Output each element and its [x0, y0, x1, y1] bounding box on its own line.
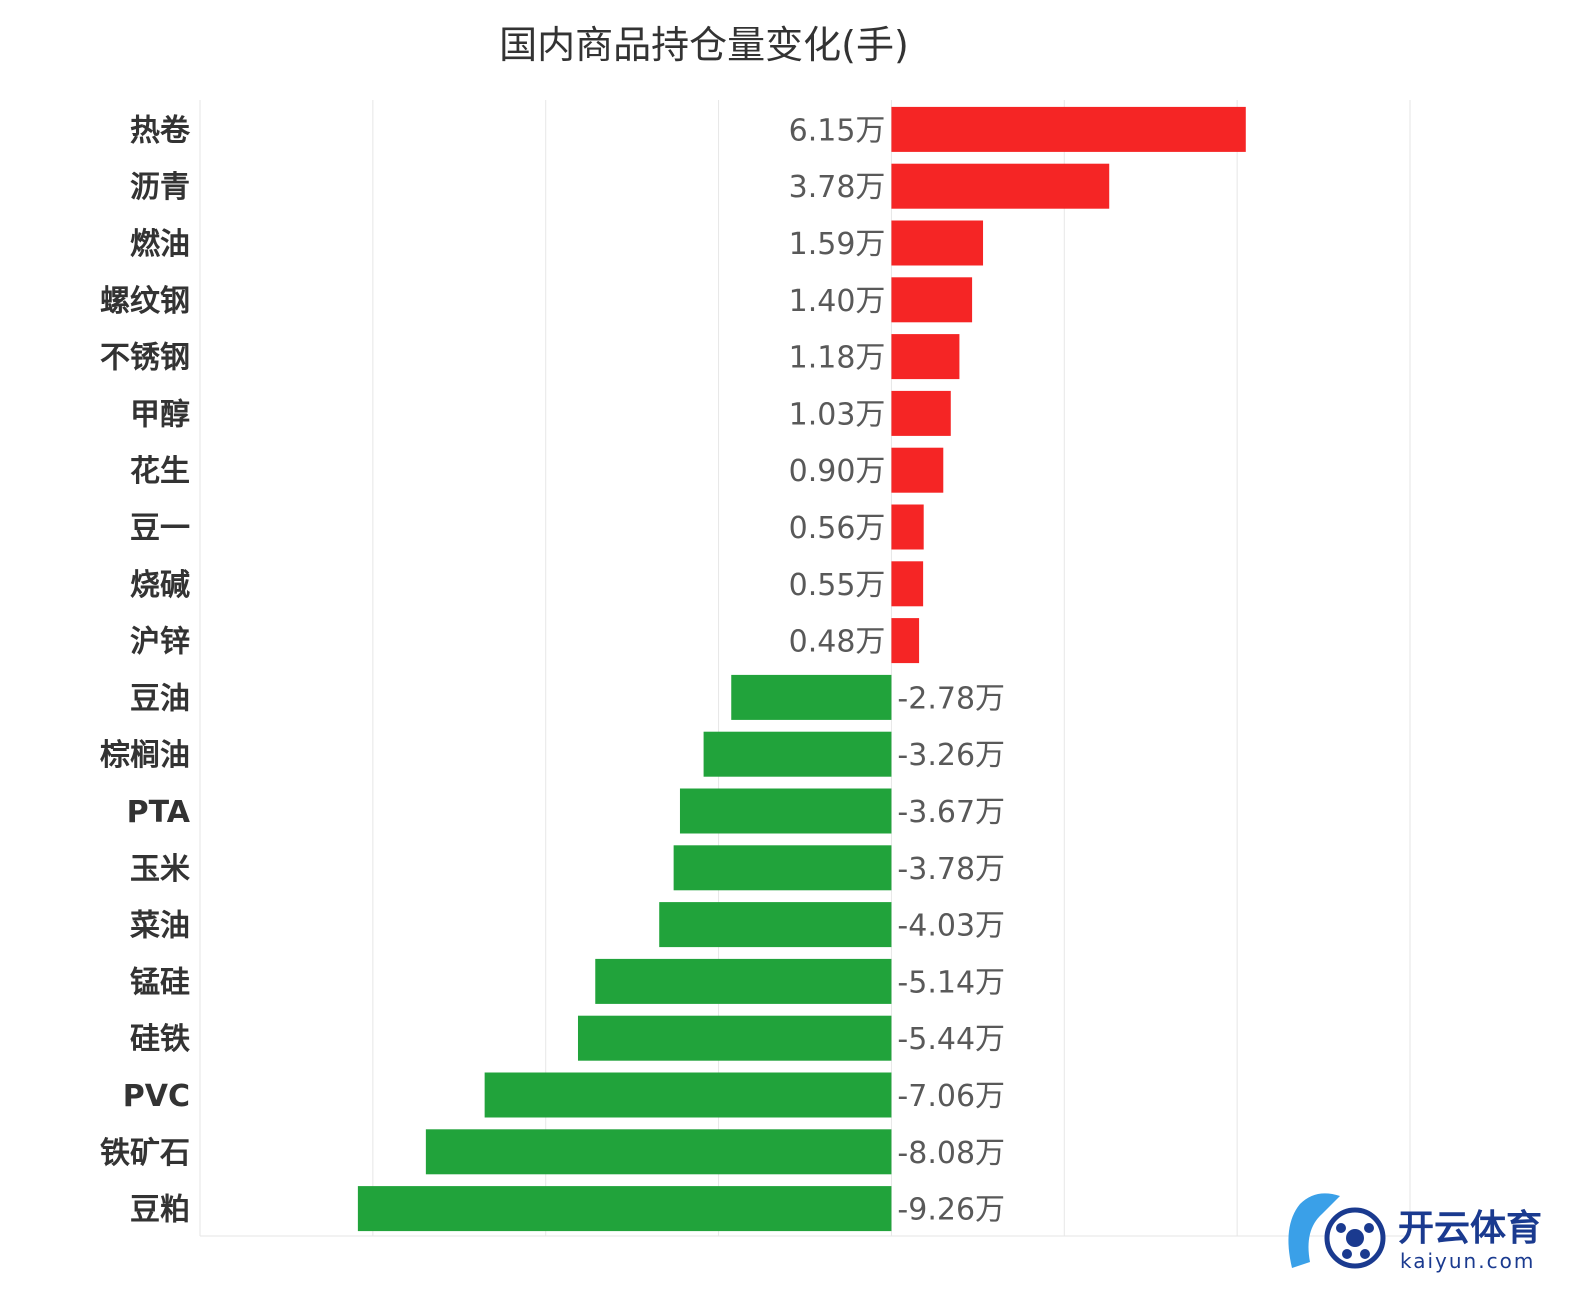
value-label: 6.15万: [789, 113, 886, 148]
bar: [891, 504, 924, 550]
bar: [425, 1129, 892, 1175]
value-label: 0.55万: [789, 568, 886, 603]
value-label: 0.56万: [789, 511, 886, 546]
bar: [595, 958, 892, 1004]
category-label: 豆一: [130, 511, 190, 546]
category-label: 沥青: [130, 170, 190, 205]
bar: [891, 390, 951, 436]
category-label: 豆粕: [130, 1193, 190, 1228]
value-label: 3.78万: [789, 170, 886, 205]
bar: [731, 674, 892, 720]
bar: [703, 731, 892, 777]
kaiyun-logo: 开云体育 kaiyun.com: [1288, 1193, 1542, 1273]
bar: [484, 1072, 892, 1118]
category-label: 锰硅: [130, 965, 190, 1000]
bar: [679, 788, 892, 834]
category-label: PVC: [123, 1079, 190, 1114]
category-label: PTA: [127, 795, 191, 830]
bar: [891, 618, 920, 664]
value-label: 0.90万: [789, 454, 886, 489]
value-label: -3.67万: [897, 795, 1005, 830]
bar: [891, 561, 924, 607]
category-label: 菜油: [130, 909, 190, 944]
category-label: 不锈钢: [100, 341, 190, 376]
logo-domain-text: kaiyun.com: [1400, 1249, 1535, 1273]
category-label: 花生: [130, 454, 190, 489]
value-label: 0.48万: [789, 625, 886, 660]
value-label: -8.08万: [897, 1136, 1005, 1171]
bar: [891, 277, 973, 323]
bar: [673, 845, 892, 891]
value-label: -3.78万: [897, 852, 1005, 887]
value-label: -9.26万: [897, 1193, 1005, 1228]
chart-title: 国内商品持仓量变化(手): [499, 23, 909, 67]
category-label: 沪锌: [130, 625, 190, 660]
category-label: 螺纹钢: [100, 284, 190, 319]
category-label: 硅铁: [130, 1022, 190, 1057]
category-label: 铁矿石: [100, 1136, 190, 1171]
value-label: -7.06万: [897, 1079, 1005, 1114]
bar: [891, 334, 960, 380]
category-label: 棕榈油: [100, 738, 190, 773]
bar: [891, 220, 984, 266]
bar: [577, 1015, 892, 1061]
bar: [891, 163, 1110, 209]
value-label: 1.40万: [789, 284, 886, 319]
category-label: 热卷: [130, 113, 191, 148]
gridlines: [199, 100, 1411, 1237]
category-label: 豆油: [130, 681, 190, 716]
logo-brand-text: 开云体育: [1398, 1208, 1542, 1249]
value-labels: 6.15万 3.78万 1.59万 1.40万 1.18万 1.03万 0.90万 0.56万…: [789, 113, 1005, 1227]
category-label: 甲醇: [130, 397, 190, 432]
category-label: 玉米: [130, 852, 190, 887]
bars: [357, 106, 1246, 1232]
category-label: 烧碱: [130, 568, 190, 603]
category-label: 燃油: [130, 227, 190, 262]
bar: [891, 106, 1246, 152]
value-label: -3.26万: [897, 738, 1005, 773]
value-label: -2.78万: [897, 681, 1005, 716]
bar: [891, 447, 944, 493]
value-label: 1.59万: [789, 227, 886, 262]
bar: [659, 902, 892, 948]
value-label: 1.18万: [789, 341, 886, 376]
value-label: -5.44万: [897, 1022, 1005, 1057]
value-label: -4.03万: [897, 909, 1005, 944]
bar: [357, 1186, 892, 1232]
value-label: -5.14万: [897, 965, 1005, 1000]
value-label: 1.03万: [789, 397, 886, 432]
logo-emblem-icon: [1288, 1193, 1386, 1269]
